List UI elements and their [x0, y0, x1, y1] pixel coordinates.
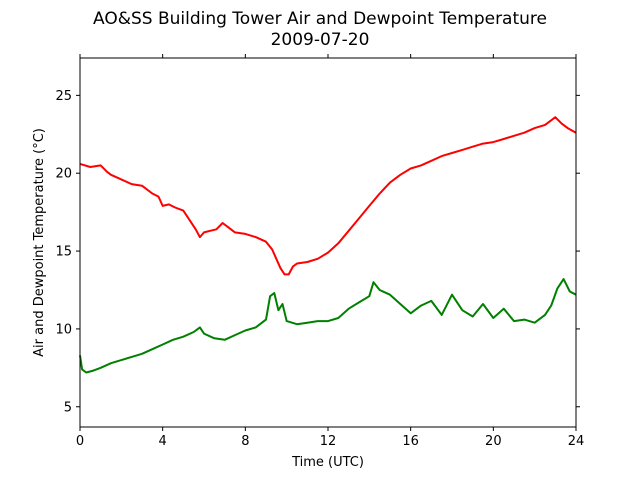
series-layer [79, 116, 577, 374]
y-axis-label: Air and Dewpoint Temperature (°C) [32, 128, 47, 357]
ticks-layer: 0 4 8 12 16 20 24 5 10 15 20 25 [55, 54, 584, 449]
series-line-1 [79, 278, 577, 374]
x-tick-label: 16 [402, 434, 419, 449]
y-tick-label: 25 [55, 89, 72, 104]
y-tick-label: 20 [55, 167, 72, 182]
x-tick-label: 24 [568, 434, 585, 449]
plot-area: 0 4 8 12 16 20 24 5 10 15 20 25 [55, 54, 584, 449]
y-tick-label: 15 [55, 245, 72, 260]
plot-frame [79, 57, 577, 428]
chart-subtitle: 2009-07-20 [271, 30, 370, 50]
x-axis-label: Time (UTC) [291, 455, 364, 470]
y-tick-label: 5 [64, 400, 72, 415]
x-tick-label: 8 [241, 434, 249, 449]
x-tick-label: 20 [485, 434, 502, 449]
x-tick-label: 0 [76, 434, 84, 449]
x-tick-label: 12 [320, 434, 337, 449]
x-tick-label: 4 [159, 434, 167, 449]
chart-title: AO&SS Building Tower Air and Dewpoint Te… [93, 9, 547, 29]
y-tick-label: 10 [55, 322, 72, 337]
series-line-0 [79, 116, 577, 276]
